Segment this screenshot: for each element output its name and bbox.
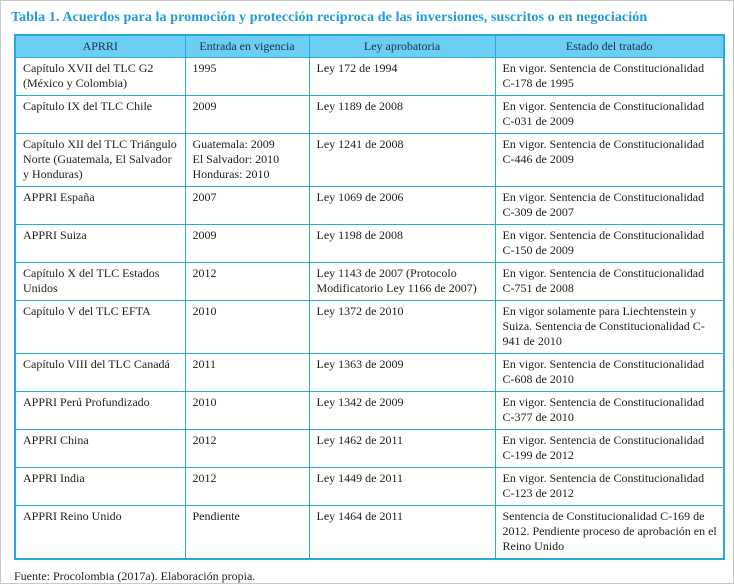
cell-ley: Ley 1449 de 2011 bbox=[308, 467, 496, 506]
cell-vigencia: 1995 bbox=[184, 57, 310, 96]
cell-vigencia: 2009 bbox=[184, 224, 310, 263]
cell-apri: APPRI India bbox=[14, 467, 186, 506]
table-row: Capítulo VIII del TLC Canadá 2011 Ley 1363… bbox=[14, 353, 725, 392]
cell-ley: Ley 1363 de 2009 bbox=[308, 353, 496, 392]
cell-apri: APPRI Reino Unido bbox=[14, 505, 186, 560]
cell-apri: APPRI España bbox=[14, 186, 186, 225]
cell-estado: En vigor. Sentencia de Constitucionalida… bbox=[494, 224, 725, 263]
cell-ley: Ley 1069 de 2006 bbox=[308, 186, 496, 225]
cell-estado: En vigor. Sentencia de Constitucionalida… bbox=[494, 57, 725, 96]
cell-apri: Capítulo IX del TLC Chile bbox=[14, 95, 186, 134]
table-row: APPRI India 2012 Ley 1449 de 2011 En vigor.… bbox=[14, 467, 725, 506]
table-row: APPRI Perú Profundizado 2010 Ley 1342 de 2… bbox=[14, 391, 725, 430]
cell-vigencia: 2010 bbox=[184, 300, 310, 354]
cell-vigencia: Guatemala: 2009 El Salvador: 2010 Hondur… bbox=[184, 133, 310, 187]
table-title: Tabla 1. Acuerdos para la promoción y pr… bbox=[11, 10, 648, 25]
cell-estado: Sentencia de Constitucionalidad C-169 de… bbox=[494, 505, 725, 560]
column-header-estado: Estado del tratado bbox=[494, 34, 725, 58]
cell-apri: Capítulo VIII del TLC Canadá bbox=[14, 353, 186, 392]
header-row: APRRI Entrada en vigencia Ley aprobatori… bbox=[14, 34, 725, 58]
cell-ley: Ley 1462 de 2011 bbox=[308, 429, 496, 468]
table-body: Capítulo XVII del TLC G2 (México y Colom… bbox=[14, 57, 725, 560]
cell-vigencia: 2012 bbox=[184, 262, 310, 301]
cell-apri: Capítulo XII del TLC Triángulo Norte (Gu… bbox=[14, 133, 186, 187]
cell-vigencia: Pendiente bbox=[184, 505, 310, 560]
table-row: Capítulo XVII del TLC G2 (México y Colom… bbox=[14, 57, 725, 96]
table-row: APPRI Reino Unido Pendiente Ley 1464 de 20… bbox=[14, 505, 725, 560]
cell-vigencia: 2010 bbox=[184, 391, 310, 430]
column-header-vigencia: Entrada en vigencia bbox=[184, 34, 310, 58]
cell-estado: En vigor. Sentencia de Constitucionalida… bbox=[494, 467, 725, 506]
column-header-ley: Ley aprobatoria bbox=[308, 34, 496, 58]
cell-estado: En vigor. Sentencia de Constitucionalida… bbox=[494, 186, 725, 225]
cell-estado: En vigor. Sentencia de Constitucionalida… bbox=[494, 133, 725, 187]
table-row: Capítulo IX del TLC Chile 2009 Ley 1189 de… bbox=[14, 95, 725, 134]
table-row: Capítulo X del TLC Estados Unidos 2012 Ley… bbox=[14, 262, 725, 301]
table-row: Capítulo XII del TLC Triángulo Norte (Gu… bbox=[14, 133, 725, 187]
cell-estado: En vigor. Sentencia de Constitucionalida… bbox=[494, 262, 725, 301]
cell-ley: Ley 1241 de 2008 bbox=[308, 133, 496, 187]
source-note: Fuente: Procolombia (2017a). Elaboración… bbox=[14, 569, 256, 583]
cell-ley: Ley 1143 de 2007 (Protocolo Modificatori… bbox=[308, 262, 496, 301]
cell-apri: Capítulo V del TLC EFTA bbox=[14, 300, 186, 354]
cell-vigencia: 2012 bbox=[184, 467, 310, 506]
cell-estado: En vigor. Sentencia de Constitucionalida… bbox=[494, 391, 725, 430]
cell-ley: Ley 1464 de 2011 bbox=[308, 505, 496, 560]
cell-estado: En vigor. Sentencia de Constitucionalida… bbox=[494, 353, 725, 392]
cell-ley: Ley 1342 de 2009 bbox=[308, 391, 496, 430]
cell-apri: APPRI Perú Profundizado bbox=[14, 391, 186, 430]
table-row: Capítulo V del TLC EFTA 2010 Ley 1372 de 2… bbox=[14, 300, 725, 354]
cell-ley: Ley 1189 de 2008 bbox=[308, 95, 496, 134]
cell-apri: Capítulo X del TLC Estados Unidos bbox=[14, 262, 186, 301]
cell-vigencia: 2012 bbox=[184, 429, 310, 468]
table-header: APRRI Entrada en vigencia Ley aprobatori… bbox=[14, 34, 725, 58]
table-row: APPRI España 2007 Ley 1069 de 2006 En vigor… bbox=[14, 186, 725, 225]
cell-estado: En vigor. Sentencia de Constitucionalida… bbox=[494, 429, 725, 468]
cell-vigencia: 2011 bbox=[184, 353, 310, 392]
agreements-table: APRRI Entrada en vigencia Ley aprobatori… bbox=[14, 34, 725, 560]
cell-ley: Ley 172 de 1994 bbox=[308, 57, 496, 96]
cell-apri: Capítulo XVII del TLC G2 (México y Colom… bbox=[14, 57, 186, 96]
table-row: APPRI China 2012 Ley 1462 de 2011 En vigor.… bbox=[14, 429, 725, 468]
cell-ley: Ley 1372 de 2010 bbox=[308, 300, 496, 354]
cell-apri: APPRI China bbox=[14, 429, 186, 468]
table-row: APPRI Suiza 2009 Ley 1198 de 2008 En vigor.… bbox=[14, 224, 725, 263]
cell-ley: Ley 1198 de 2008 bbox=[308, 224, 496, 263]
cell-vigencia: 2009 bbox=[184, 95, 310, 134]
cell-vigencia: 2007 bbox=[184, 186, 310, 225]
column-header-aprri: APRRI bbox=[14, 34, 186, 58]
cell-estado: En vigor solamente para Liechtenstein y … bbox=[494, 300, 725, 354]
cell-apri: APPRI Suiza bbox=[14, 224, 186, 263]
cell-estado: En vigor. Sentencia de Constitucionalida… bbox=[494, 95, 725, 134]
